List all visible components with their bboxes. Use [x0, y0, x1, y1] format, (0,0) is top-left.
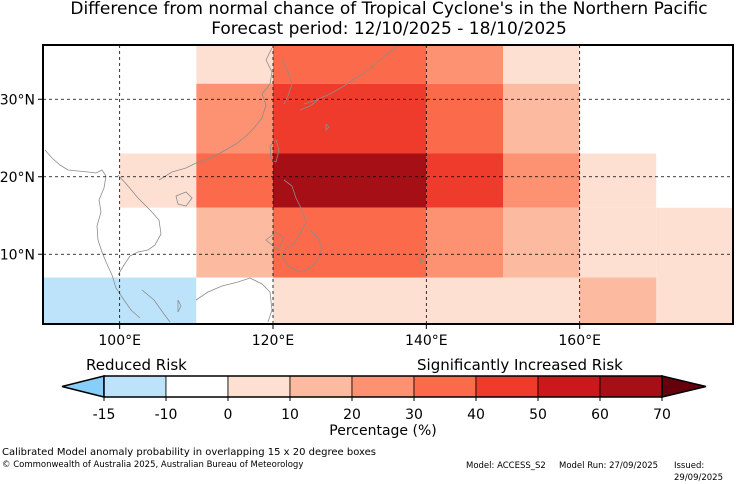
anomaly-cell: [273, 153, 427, 208]
coastline-layer: [44, 45, 424, 323]
map-frame: [42, 44, 734, 325]
colorbar-tick-label: 20: [343, 407, 361, 423]
colorbar-swatch: [413, 375, 477, 398]
map-title-line1: Difference from normal chance of Tropica…: [70, 0, 708, 19]
colorbar-swatch: [289, 375, 353, 398]
x-tick-label: 100°E: [98, 333, 141, 349]
colorbar-over-arrow: [661, 375, 707, 398]
colorbar-tick-label: 0: [224, 407, 233, 423]
colorbar-tick-label: 40: [467, 407, 485, 423]
colorbar-tick-label: 30: [405, 407, 423, 423]
anomaly-cell: [196, 207, 273, 278]
anomaly-cell: [579, 153, 657, 208]
anomaly-cell: [426, 45, 503, 84]
anomaly-cell: [119, 207, 197, 278]
colorbar-tick-label: 70: [653, 407, 671, 423]
x-tick-label: 160°E: [558, 333, 601, 349]
axis-ticks: 100°E 120°E 140°E 160°E 10°N 20°N 30°N: [0, 92, 601, 349]
footer-copyright: © Commonwealth of Australia 2025, Austra…: [2, 460, 304, 470]
colorbar-swatch: [475, 375, 539, 398]
anomaly-cell: [426, 83, 503, 154]
anomaly-cell: [273, 83, 427, 154]
anomaly-cell: [273, 207, 427, 278]
y-tick-label: 10°N: [0, 247, 35, 263]
anomaly-cell: [426, 207, 503, 278]
anomaly-cell: [656, 45, 733, 84]
footer-model-run: Model Run: 27/09/2025: [559, 461, 659, 471]
colorbar-swatch: [537, 375, 601, 398]
anomaly-cell: [656, 277, 733, 324]
colorbar-tick-label: 50: [529, 407, 547, 423]
anomaly-cell: [503, 45, 580, 84]
colorbar-title: Percentage (%): [329, 423, 436, 439]
anomaly-cell: [579, 207, 657, 278]
colorbar-swatch: [103, 375, 167, 398]
chart-canvas: 100°E 120°E 140°E 160°E 10°N 20°N 30°N -15 -10 0…: [0, 44, 734, 439]
anomaly-cell: [196, 83, 273, 154]
anomaly-cell: [119, 83, 197, 154]
colorbar-tick-label: 60: [591, 407, 609, 423]
anomaly-cell: [119, 153, 197, 208]
anomaly-grid: [43, 45, 733, 324]
anomaly-cell: [43, 83, 120, 154]
x-tick-label: 120°E: [252, 333, 295, 349]
colorbar-frame: [103, 375, 663, 398]
colorbar-tick-label: -10: [155, 407, 178, 423]
footer-note: Calibrated Model anomaly probability in …: [2, 447, 377, 458]
anomaly-cell: [43, 207, 120, 278]
anomaly-cell: [579, 83, 733, 154]
increased-risk-label: Significantly Increased Risk: [417, 356, 623, 374]
graticule: [43, 45, 733, 324]
anomaly-cell: [503, 207, 580, 278]
anomaly-cell: [273, 45, 427, 84]
footer-model: Model: ACCESS_S2: [466, 461, 546, 471]
footer-issued: Issued: 29/09/2025: [674, 461, 723, 483]
y-tick-label: 20°N: [0, 170, 35, 186]
reduced-risk-label: Reduced Risk: [86, 356, 187, 374]
anomaly-cell: [196, 153, 273, 208]
colorbar-under-arrow: [61, 375, 105, 398]
colorbar-swatch: [351, 375, 415, 398]
colorbar-swatch: [165, 375, 229, 398]
anomaly-cell: [196, 277, 273, 324]
anomaly-cell: [579, 277, 657, 324]
colorbar-swatch: [227, 375, 291, 398]
x-tick-label: 140°E: [405, 333, 448, 349]
map-title-line2: Forecast period: 12/10/2025 - 18/10/2025: [211, 19, 567, 39]
colorbar-tick-label: 10: [281, 407, 299, 423]
y-tick-label: 30°N: [0, 92, 35, 108]
anomaly-cell: [503, 83, 580, 154]
colorbar-tick-label: -15: [93, 407, 116, 423]
colorbar: -15 -10 0 10 20 30 40 50 60 70 Percentage (%): [61, 375, 707, 439]
anomaly-cell: [579, 45, 657, 84]
anomaly-cell: [656, 207, 733, 278]
anomaly-cell: [503, 153, 580, 208]
anomaly-cell: [426, 153, 503, 208]
anomaly-cell: [656, 153, 733, 208]
anomaly-cell: [43, 153, 120, 208]
colorbar-swatch: [599, 375, 663, 398]
anomaly-cell: [196, 45, 273, 84]
